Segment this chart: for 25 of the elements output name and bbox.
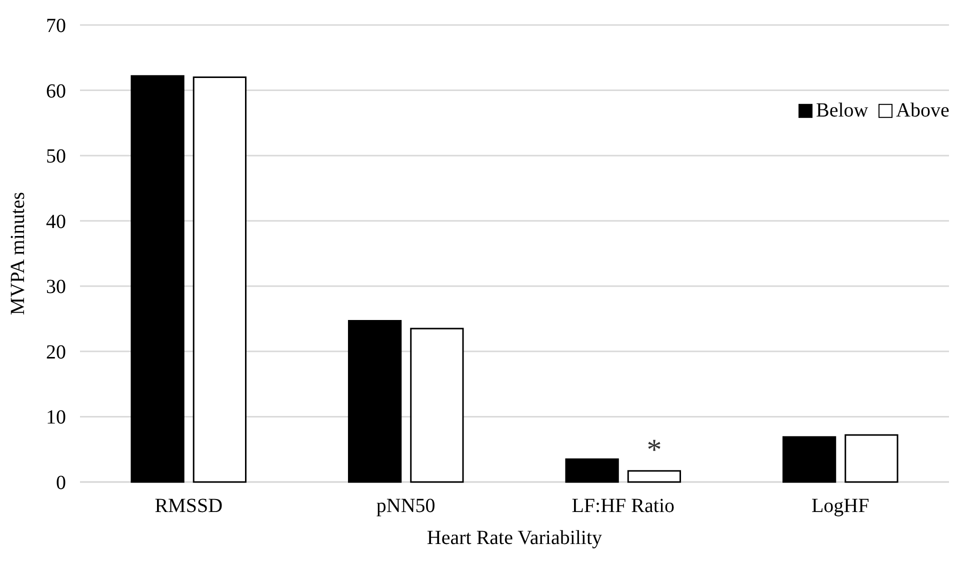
bar — [844, 434, 898, 483]
y-tick-label: 50 — [46, 146, 66, 168]
y-tick-label: 70 — [46, 15, 66, 37]
bar — [348, 320, 402, 483]
y-tick-label: 60 — [46, 80, 66, 102]
annotation: * — [646, 433, 662, 466]
x-tick-label: pNN50 — [376, 495, 436, 517]
y-tick-label: 40 — [46, 210, 66, 233]
x-tick-label: LF:HF Ratio — [572, 495, 675, 517]
legend-label: Below — [816, 99, 869, 122]
x-tick-label: LogHF — [811, 495, 870, 517]
bar — [130, 75, 184, 483]
bar — [782, 436, 836, 483]
legend-label: Above — [896, 99, 950, 122]
bar — [192, 76, 247, 483]
x-tick-label: RMSSD — [154, 495, 223, 517]
bar — [565, 458, 619, 483]
y-tick-label: 20 — [46, 341, 66, 364]
y-axis-title: MVPA minutes — [7, 192, 29, 316]
y-tick-label: 0 — [56, 472, 66, 494]
x-axis-title: Heart Rate Variability — [426, 527, 602, 549]
y-tick-label: 30 — [46, 276, 66, 298]
bar — [410, 328, 464, 483]
bar — [627, 470, 682, 483]
y-tick-label: 10 — [46, 406, 66, 429]
